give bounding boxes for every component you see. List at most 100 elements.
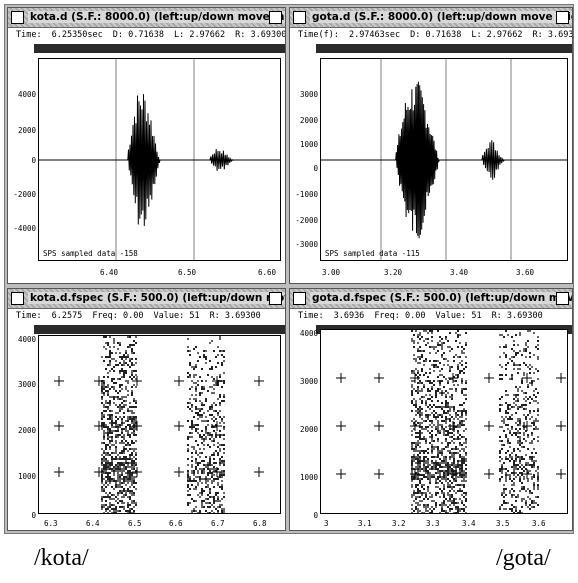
spectrogram-cell [201,506,203,508]
x-tick-label: 3.20 [384,268,403,277]
spectrogram-cell [429,390,431,392]
spectrogram-cell [213,402,215,404]
spectrogram-cell [197,414,199,416]
spectrogram-cell [103,382,105,384]
window-gota-waveform[interactable]: gota.d (S.F.: 8000.0) (left:up/down move… [289,7,573,284]
spectrogram-cell [135,416,137,418]
spectrogram-plot[interactable] [38,335,281,514]
close-icon[interactable] [293,11,306,24]
x-tick-label: 6.3 [44,519,58,528]
spectrogram-cell [187,464,189,466]
spectrogram-cell [465,512,467,513]
titlebar[interactable]: kota.d.fspec (S.F.: 500.0) (left:up/down… [8,289,285,309]
spectrogram-cell [517,456,519,458]
spectrogram-cell [125,388,127,390]
spectrogram-cell [457,410,459,412]
spectrogram-cell [131,490,133,492]
waveform-plot[interactable]: SPS sampled data -115 [320,58,568,261]
spectrogram-cell [511,418,513,420]
close-icon[interactable] [293,292,306,305]
spectrogram-cell [437,350,439,352]
spectrogram-cell [451,482,453,484]
resize-icon[interactable] [269,11,282,24]
spectrogram-cell [133,412,135,414]
grid-crosses [54,376,264,477]
resize-icon[interactable] [556,292,569,305]
spectrogram-cell [209,456,211,458]
spectrogram-cell [103,468,105,470]
spectrogram-cell [125,430,127,432]
spectrogram-cell [463,480,465,482]
spectrogram-cell [437,430,439,432]
spectrogram-cell [109,478,111,480]
spectrogram-cell [123,374,125,376]
spectrogram-cell [199,512,201,513]
scrollbar[interactable] [34,44,285,53]
spectrogram-cell [129,490,131,492]
spectrogram-cell [417,386,419,388]
spectrogram-cell [113,388,115,390]
titlebar[interactable]: gota.d (S.F.: 8000.0) (left:up/down move… [290,8,572,28]
spectrogram-cell [427,338,429,340]
spectrogram-cell [113,452,115,454]
spectrogram-cell [417,388,419,390]
spectrogram-cell [451,470,453,472]
spectrogram-cell [439,504,441,506]
spectrogram-cell [195,374,197,376]
spectrogram-cell [445,512,447,513]
spectrogram-cell [195,460,197,462]
spectrogram-cell [131,458,133,460]
spectrogram-cell [191,380,193,382]
spectrogram-cell [191,420,193,422]
close-icon[interactable] [11,11,24,24]
window-gota-spectrogram[interactable]: gota.d.fspec (S.F.: 500.0) (left:up/down… [289,288,573,531]
spectrogram-cell [109,466,111,468]
spectrogram-cell [455,468,457,470]
spectrogram-cell [427,466,429,468]
spectrogram-cell [125,484,127,486]
spectrogram-cell [423,512,425,513]
resize-icon[interactable] [556,11,569,24]
titlebar[interactable]: kota.d (S.F.: 8000.0) (left:up/down move… [8,8,285,28]
spectrogram-cell [123,480,125,482]
window-kota-spectrogram[interactable]: kota.d.fspec (S.F.: 500.0) (left:up/down… [7,288,286,531]
spectrogram-cell [195,468,197,470]
spectrogram-cell [219,460,221,462]
spectrogram-cell [447,434,449,436]
spectrogram-cell [537,370,539,372]
scrollbar[interactable] [34,325,285,334]
titlebar[interactable]: gota.d.fspec (S.F.: 500.0) (left:up/down… [290,289,572,309]
spectrogram-cell [429,360,431,362]
spectrogram-cell [115,352,117,354]
waveform-plot[interactable]: SPS sampled data -158 [38,58,281,261]
close-icon[interactable] [11,292,24,305]
time-value: 3.6936 [333,311,365,321]
spectrogram-cell [429,404,431,406]
grid-cross [484,421,494,431]
scrollbar[interactable] [316,44,572,53]
spectrogram-cell [443,460,445,462]
resize-icon[interactable] [269,292,282,305]
spectrogram-cell [119,478,121,480]
spectrogram-cell [515,454,517,456]
spectrogram-cell [133,494,135,496]
spectrogram-cell [457,460,459,462]
spectrogram-cell [415,424,417,426]
spectrogram-cell [445,480,447,482]
spectrogram-cell [201,420,203,422]
spectrogram-cell [509,474,511,476]
spectrogram-cell [437,416,439,418]
window-kota-waveform[interactable]: kota.d (S.F.: 8000.0) (left:up/down move… [7,7,286,284]
spectrogram-cell [431,382,433,384]
spectrogram-cell [103,376,105,378]
spectrogram-cell [513,462,515,464]
spectrogram-cell [515,456,517,458]
spectrogram-cell [115,430,117,432]
spectrogram-plot[interactable] [320,329,568,514]
spectrogram-cell [445,438,447,440]
spectrogram-cell [457,364,459,366]
spectrogram-cell [109,352,111,354]
spectrogram-cell [213,512,215,513]
spectrogram-cell [431,450,433,452]
spectrogram-cell [455,426,457,428]
